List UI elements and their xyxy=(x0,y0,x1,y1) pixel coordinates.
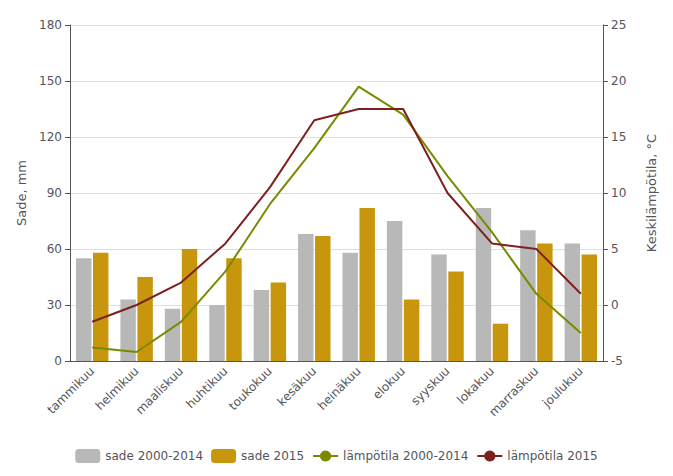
svg-text:lämpötila 2000-2014: lämpötila 2000-2014 xyxy=(343,449,468,463)
svg-text:30: 30 xyxy=(47,298,62,312)
svg-text:maaliskuu: maaliskuu xyxy=(133,364,186,417)
svg-text:huhtikuu: huhtikuu xyxy=(183,364,230,411)
svg-text:-5: -5 xyxy=(611,354,623,368)
svg-text:25: 25 xyxy=(611,18,626,32)
svg-text:0: 0 xyxy=(611,298,619,312)
svg-text:90: 90 xyxy=(47,186,62,200)
svg-text:15: 15 xyxy=(611,130,626,144)
svg-text:helmikuu: helmikuu xyxy=(92,364,142,413)
svg-text:Keskilämpötila, °C: Keskilämpötila, °C xyxy=(644,134,659,252)
svg-text:180: 180 xyxy=(39,18,62,32)
svg-text:5: 5 xyxy=(611,242,619,256)
svg-text:elokuu: elokuu xyxy=(370,364,408,402)
svg-text:10: 10 xyxy=(611,186,626,200)
svg-text:lämpötila 2015: lämpötila 2015 xyxy=(507,449,597,463)
svg-text:0: 0 xyxy=(54,354,62,368)
svg-text:60: 60 xyxy=(47,242,62,256)
svg-text:syyskuu: syyskuu xyxy=(408,364,452,408)
svg-text:20: 20 xyxy=(611,74,626,88)
svg-text:joulukuu: joulukuu xyxy=(539,364,586,411)
svg-text:120: 120 xyxy=(39,130,62,144)
svg-text:sade 2000-2014: sade 2000-2014 xyxy=(105,449,203,463)
svg-text:150: 150 xyxy=(39,74,62,88)
svg-text:kesäkuu: kesäkuu xyxy=(275,364,320,409)
svg-text:toukokuu: toukokuu xyxy=(226,364,275,413)
svg-text:marraskuu: marraskuu xyxy=(486,364,541,419)
svg-text:tammikuu: tammikuu xyxy=(44,364,97,417)
svg-text:lokakuu: lokakuu xyxy=(454,364,497,407)
svg-text:Sade, mm: Sade, mm xyxy=(14,160,29,226)
svg-text:sade 2015: sade 2015 xyxy=(241,449,304,463)
svg-text:heinäkuu: heinäkuu xyxy=(315,364,364,413)
